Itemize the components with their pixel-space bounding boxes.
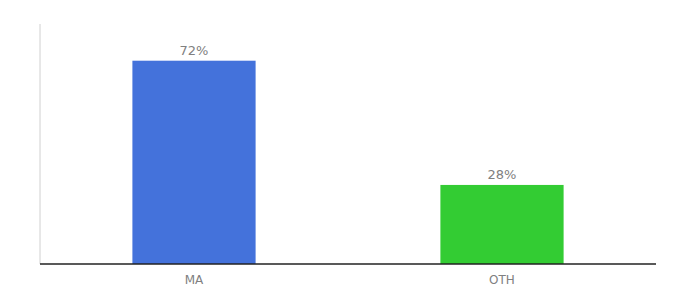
data-label: 72% <box>180 43 209 58</box>
bar <box>440 185 563 264</box>
x-tick-label: MA <box>185 273 204 287</box>
chart-container: 72% 28% MA OTH <box>0 0 680 300</box>
bar <box>132 61 255 264</box>
y-axis-line <box>40 24 41 264</box>
bars <box>132 61 563 264</box>
chart-svg: 72% 28% MA OTH <box>0 0 680 300</box>
x-axis-line <box>40 263 656 265</box>
data-label: 28% <box>488 167 517 182</box>
x-tick-label: OTH <box>489 273 515 287</box>
